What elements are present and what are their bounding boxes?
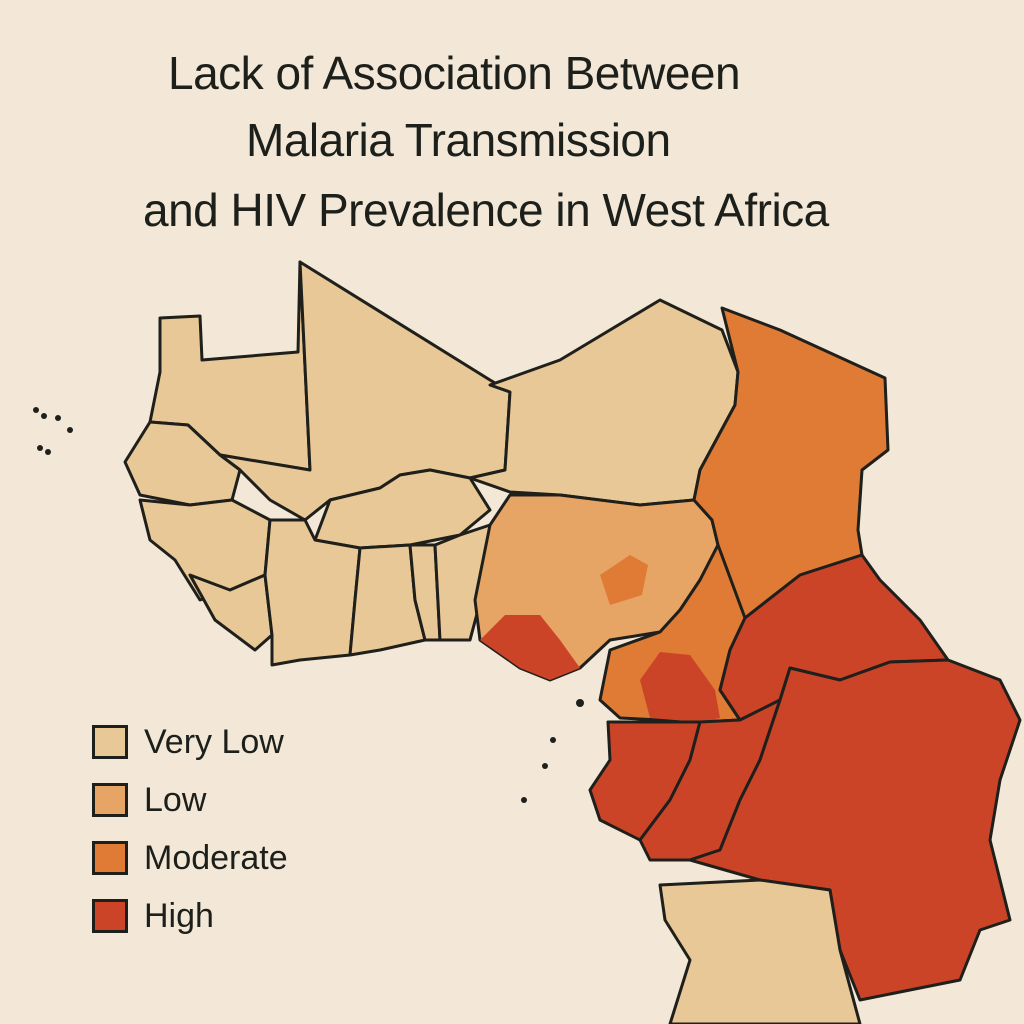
legend-label: Low bbox=[144, 780, 207, 819]
legend-label: Very Low bbox=[144, 722, 284, 761]
legend-swatch bbox=[92, 725, 128, 759]
region-nigeria-moderate bbox=[600, 555, 648, 605]
legend-item-low: Low bbox=[92, 771, 288, 829]
gulf-islands bbox=[521, 699, 584, 803]
region-togo bbox=[408, 543, 442, 642]
title-line-2: Malaria Transmission bbox=[246, 114, 671, 166]
legend-swatch bbox=[92, 783, 128, 817]
region-senegal bbox=[123, 420, 242, 507]
region-nigeria-south bbox=[480, 615, 580, 680]
cape-verde-islands bbox=[33, 407, 73, 455]
legend-swatch bbox=[92, 841, 128, 875]
title-line-3: and HIV Prevalence in West Africa bbox=[143, 184, 829, 236]
legend-item-high: High bbox=[92, 887, 288, 945]
title-line-1: Lack of Association Between bbox=[168, 47, 741, 99]
legend-swatch bbox=[92, 899, 128, 933]
legend-item-very-low: Very Low bbox=[92, 713, 288, 771]
region-cameroon-high bbox=[640, 652, 720, 722]
region-drc bbox=[688, 658, 1022, 1002]
region-angola bbox=[658, 878, 862, 1024]
legend-item-moderate: Moderate bbox=[92, 829, 288, 887]
legend-label: Moderate bbox=[144, 838, 288, 877]
legend-label: High bbox=[144, 896, 214, 935]
map-legend: Very Low Low Moderate High bbox=[92, 713, 288, 945]
